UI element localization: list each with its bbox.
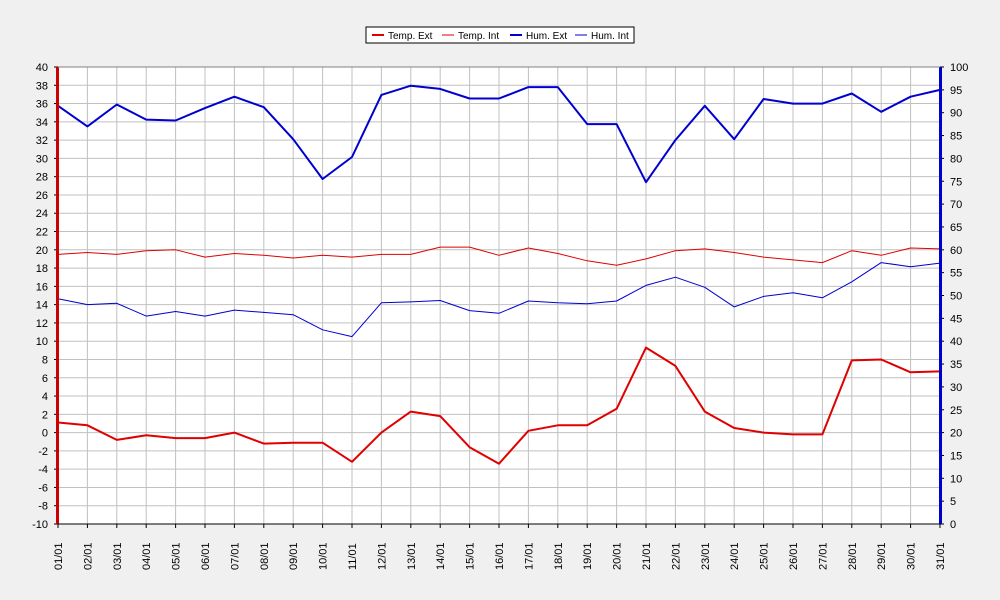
- left-tick-label: 20: [36, 245, 48, 257]
- left-tick-label: -10: [32, 519, 48, 531]
- x-tick-label: 12/01: [376, 542, 388, 570]
- x-tick-label: 25/01: [759, 542, 771, 570]
- x-tick-label: 19/01: [582, 542, 594, 570]
- left-tick-label: -4: [38, 464, 48, 476]
- right-axis-line: [939, 67, 942, 524]
- right-tick-label: 10: [950, 473, 962, 485]
- right-tick-label: 40: [950, 336, 962, 348]
- right-axis-ticks: 0 5 10 15 20 25 30 35 40 45 50 55 60 65 70 75 80 85 90 95 10…: [940, 62, 968, 531]
- left-tick-label: 26: [36, 190, 48, 202]
- right-tick-label: 70: [950, 199, 962, 211]
- x-tick-label: 30/01: [906, 542, 918, 570]
- left-tick-label: -8: [38, 501, 48, 513]
- left-tick-label: 38: [36, 80, 48, 92]
- legend-label-hum-ext: Hum. Ext: [526, 31, 567, 42]
- right-tick-label: 80: [950, 153, 962, 165]
- left-tick-label: 32: [36, 135, 48, 147]
- right-tick-label: 85: [950, 131, 962, 143]
- x-tick-label: 01/01: [53, 542, 65, 570]
- x-tick-label: 23/01: [700, 542, 712, 570]
- right-tick-label: 20: [950, 428, 962, 440]
- right-tick-label: 45: [950, 313, 962, 325]
- right-tick-label: 30: [950, 382, 962, 394]
- right-tick-label: 25: [950, 405, 962, 417]
- right-tick-label: 65: [950, 222, 962, 234]
- x-tick-label: 07/01: [229, 542, 241, 570]
- series-lines: [57, 84, 941, 465]
- left-tick-label: 34: [36, 117, 48, 129]
- left-tick-label: 40: [36, 62, 48, 74]
- x-tick-label: 31/01: [935, 542, 947, 570]
- x-tick-label: 26/01: [788, 542, 800, 570]
- x-tick-label: 18/01: [553, 542, 565, 570]
- left-tick-label: 2: [42, 409, 48, 421]
- x-tick-label: 08/01: [259, 542, 271, 570]
- x-tick-label: 17/01: [523, 542, 535, 570]
- x-tick-label: 04/01: [141, 542, 153, 570]
- left-tick-label: 0: [42, 428, 48, 440]
- left-tick-label: 12: [36, 318, 48, 330]
- right-tick-label: 0: [950, 519, 956, 531]
- right-tick-label: 100: [950, 62, 968, 74]
- right-tick-label: 50: [950, 291, 962, 303]
- legend: Temp. Ext Temp. Int Hum. Ext Hum. Int: [365, 26, 635, 44]
- left-tick-label: 30: [36, 153, 48, 165]
- left-tick-label: -2: [38, 446, 48, 458]
- series-line-temp-int: [57, 246, 941, 266]
- x-tick-label: 03/01: [112, 542, 124, 570]
- right-tick-label: 55: [950, 268, 962, 280]
- x-tick-label: 27/01: [817, 542, 829, 570]
- x-tick-label: 14/01: [435, 542, 447, 570]
- series-line-hum-int: [57, 262, 941, 338]
- legend-label-temp-ext: Temp. Ext: [388, 31, 433, 42]
- left-tick-label: 14: [36, 300, 48, 312]
- left-tick-label: 24: [36, 208, 48, 220]
- x-tick-label: 05/01: [171, 542, 183, 570]
- x-tick-label: 24/01: [729, 542, 741, 570]
- x-tick-label: 02/01: [82, 542, 94, 570]
- right-tick-label: 95: [950, 85, 962, 97]
- legend-box: [365, 26, 635, 44]
- right-tick-label: 5: [950, 496, 956, 508]
- x-tick-label: 29/01: [876, 542, 888, 570]
- x-tick-label: 22/01: [670, 542, 682, 570]
- left-tick-label: 4: [42, 391, 48, 403]
- x-axis-ticks: 01/01 02/01 03/01 04/01 05/01 06/01 07/01 08/01…: [53, 524, 947, 570]
- x-tick-label: 20/01: [612, 542, 624, 570]
- left-tick-label: 6: [42, 373, 48, 385]
- left-axis-line: [56, 67, 59, 524]
- left-tick-label: 16: [36, 281, 48, 293]
- left-axis-ticks: -10-8-6-4-202468101214161820222426283032…: [32, 62, 58, 531]
- legend-label-temp-int: Temp. Int: [458, 31, 499, 42]
- right-tick-label: 75: [950, 176, 962, 188]
- x-tick-label: 06/01: [200, 542, 212, 570]
- right-tick-label: 60: [950, 245, 962, 257]
- x-tick-label: 11/01: [347, 543, 359, 570]
- right-tick-label: 15: [950, 450, 962, 462]
- left-tick-label: 10: [36, 336, 48, 348]
- series-line-hum-ext: [57, 84, 941, 184]
- left-tick-label: -6: [38, 482, 48, 494]
- left-tick-label: 8: [42, 354, 48, 366]
- x-tick-label: 28/01: [847, 542, 859, 570]
- x-tick-label: 15/01: [465, 542, 477, 570]
- legend-label-hum-int: Hum. Int: [591, 31, 629, 42]
- left-tick-label: 18: [36, 263, 48, 275]
- x-tick-label: 16/01: [494, 542, 506, 570]
- left-tick-label: 28: [36, 172, 48, 184]
- x-tick-label: 10/01: [318, 542, 330, 570]
- axes: [56, 66, 942, 525]
- right-tick-label: 35: [950, 359, 962, 371]
- x-tick-label: 21/01: [641, 542, 653, 570]
- series-line-temp-ext: [57, 346, 941, 465]
- x-tick-label: 09/01: [288, 542, 300, 570]
- x-tick-label: 13/01: [406, 542, 418, 570]
- right-tick-label: 90: [950, 108, 962, 120]
- left-tick-label: 22: [36, 227, 48, 239]
- left-tick-label: 36: [36, 99, 48, 111]
